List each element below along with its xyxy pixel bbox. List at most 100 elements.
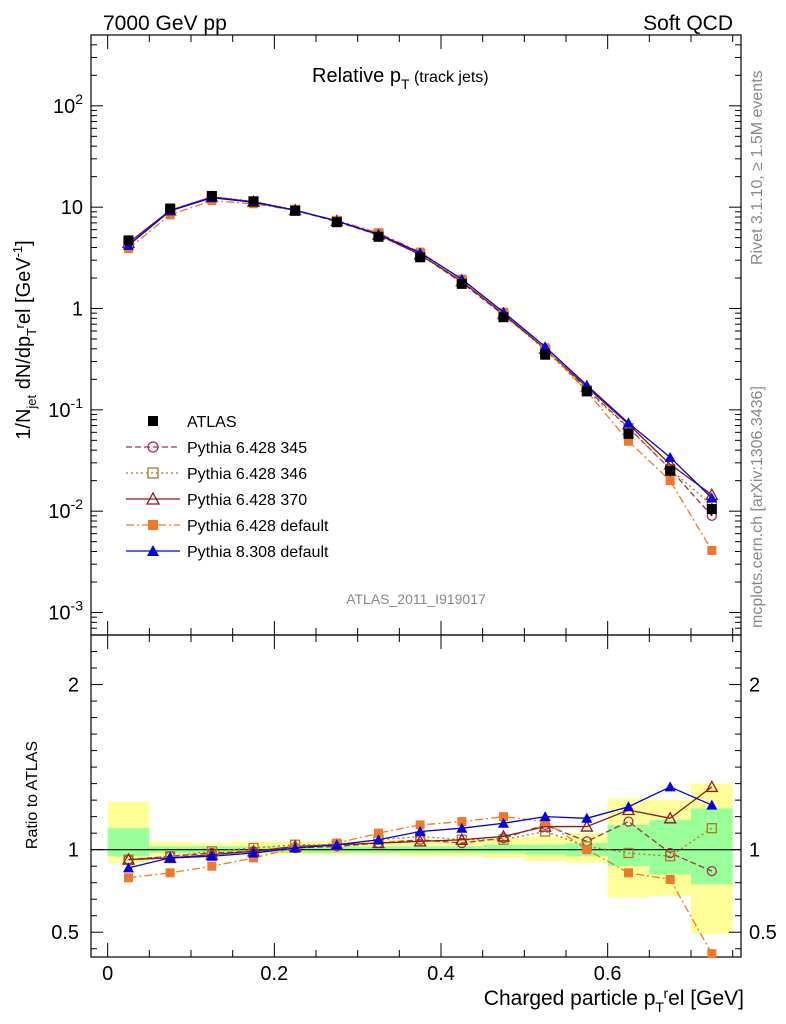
xtick-label: 0.2 bbox=[260, 963, 288, 985]
data-point bbox=[539, 341, 551, 352]
ytick-label: 10-3 bbox=[48, 598, 83, 625]
legend-entry: Pythia 6.428 default bbox=[126, 518, 329, 535]
legend-entry: Pythia 6.428 346 bbox=[126, 466, 307, 483]
data-point bbox=[707, 545, 717, 555]
data-point bbox=[165, 203, 176, 214]
uncertainty-band-stat bbox=[607, 824, 650, 867]
data-point bbox=[374, 828, 383, 838]
ytick-label: 102 bbox=[53, 91, 83, 118]
data-point bbox=[148, 520, 158, 530]
legend-entry: Pythia 6.428 370 bbox=[126, 491, 307, 509]
data-point bbox=[147, 467, 159, 479]
data-point bbox=[582, 845, 592, 855]
data-point bbox=[289, 842, 301, 853]
data-point bbox=[165, 868, 175, 878]
ratio-ytick-label-right: 1 bbox=[749, 840, 760, 862]
header-left: 7000 GeV pp bbox=[103, 12, 227, 35]
data-point bbox=[456, 822, 468, 833]
ytick-label: 10-2 bbox=[48, 496, 83, 523]
data-point bbox=[206, 190, 217, 201]
series-line bbox=[128, 820, 713, 872]
data-point bbox=[331, 839, 343, 850]
data-point bbox=[624, 868, 633, 878]
header-right: Soft QCD bbox=[643, 12, 733, 35]
data-point bbox=[665, 465, 676, 476]
data-point bbox=[540, 349, 551, 360]
ytick-label: 10-1 bbox=[48, 395, 83, 422]
ratio-ytick-label: 2 bbox=[68, 675, 79, 697]
data-point bbox=[373, 231, 384, 242]
data-point bbox=[164, 852, 176, 863]
data-point bbox=[665, 874, 675, 884]
legend-entry: ATLAS bbox=[148, 414, 237, 431]
main-ylabel: 1/Njet dN/dpTrel [GeV-1] bbox=[10, 240, 39, 439]
legend-label: ATLAS bbox=[187, 414, 237, 431]
ratio-series-group bbox=[121, 780, 719, 959]
data-point bbox=[457, 817, 467, 827]
data-point bbox=[145, 491, 161, 505]
ratio-bands bbox=[107, 783, 733, 934]
data-point bbox=[581, 386, 592, 397]
data-point bbox=[206, 850, 218, 861]
uncertainty-band-stat bbox=[107, 828, 150, 857]
data-point bbox=[623, 816, 634, 827]
data-point bbox=[580, 819, 594, 832]
ratio-ylabel: Ratio to ATLAS bbox=[24, 741, 41, 849]
legend-entry: Pythia 8.308 default bbox=[126, 544, 329, 561]
data-point bbox=[663, 811, 677, 824]
data-point bbox=[413, 834, 427, 847]
data-point bbox=[623, 428, 634, 439]
data-point bbox=[706, 823, 717, 834]
xtick-label: 0 bbox=[102, 963, 113, 985]
legend-label: Pythia 6.428 345 bbox=[187, 440, 307, 457]
data-point bbox=[706, 504, 717, 515]
svg-text:Relative pT (track jets): Relative pT (track jets) bbox=[312, 65, 489, 92]
mcplots-label: mcplots.cern.ch [arXiv:1306.3436] bbox=[749, 386, 766, 628]
series-line bbox=[128, 815, 713, 955]
data-point bbox=[664, 451, 676, 462]
data-point bbox=[707, 949, 717, 959]
legend-label: Pythia 6.428 346 bbox=[187, 466, 307, 483]
legend-label: Pythia 8.308 default bbox=[187, 544, 329, 561]
data-point bbox=[623, 801, 634, 812]
data-point bbox=[123, 235, 134, 246]
data-point bbox=[624, 436, 633, 446]
uncertainty-band-stat bbox=[482, 844, 525, 853]
data-point bbox=[124, 873, 133, 883]
data-point bbox=[290, 205, 301, 216]
ratio-ytick-label-right: 2 bbox=[749, 675, 760, 697]
data-point bbox=[540, 817, 550, 827]
legend: ATLAS Pythia 6.428 345 Pythia 6.428 346 Pyt… bbox=[126, 414, 329, 561]
main-series-pythia-6-428-346 bbox=[123, 191, 717, 511]
xtick-label: 0.4 bbox=[427, 963, 455, 985]
data-point bbox=[123, 862, 134, 873]
data-point bbox=[498, 817, 509, 828]
data-point bbox=[415, 820, 425, 830]
data-point bbox=[207, 861, 217, 871]
ratio-series-pythia-8-308-default bbox=[123, 781, 718, 873]
svg-text:1/Njet dN/dpTrel [GeV-1]: 1/Njet dN/dpTrel [GeV-1] bbox=[10, 240, 39, 439]
svg-text:Charged particle pTrel [GeV]: Charged particle pTrel [GeV] bbox=[484, 985, 744, 1015]
data-point bbox=[331, 217, 342, 228]
data-point bbox=[665, 476, 675, 486]
data-point bbox=[665, 851, 676, 862]
main-series-atlas bbox=[123, 190, 717, 516]
data-point bbox=[664, 781, 676, 792]
data-point bbox=[499, 812, 508, 822]
legend-label: Pythia 6.428 370 bbox=[187, 492, 307, 509]
data-point bbox=[248, 196, 259, 207]
ratio-ytick-label: 0.5 bbox=[51, 922, 79, 944]
data-point bbox=[148, 416, 158, 426]
data-point bbox=[414, 826, 426, 837]
series-line bbox=[128, 786, 713, 861]
data-point bbox=[623, 417, 634, 428]
data-point bbox=[581, 812, 593, 823]
data-point bbox=[455, 832, 469, 845]
data-point bbox=[496, 829, 511, 842]
xtick-label: 0.6 bbox=[594, 963, 622, 985]
analysis-id: ATLAS_2011_I919017 bbox=[346, 591, 486, 607]
main-title: Relative pT (track jets) bbox=[312, 65, 489, 92]
main-series-group bbox=[121, 190, 719, 555]
data-point bbox=[539, 811, 551, 822]
